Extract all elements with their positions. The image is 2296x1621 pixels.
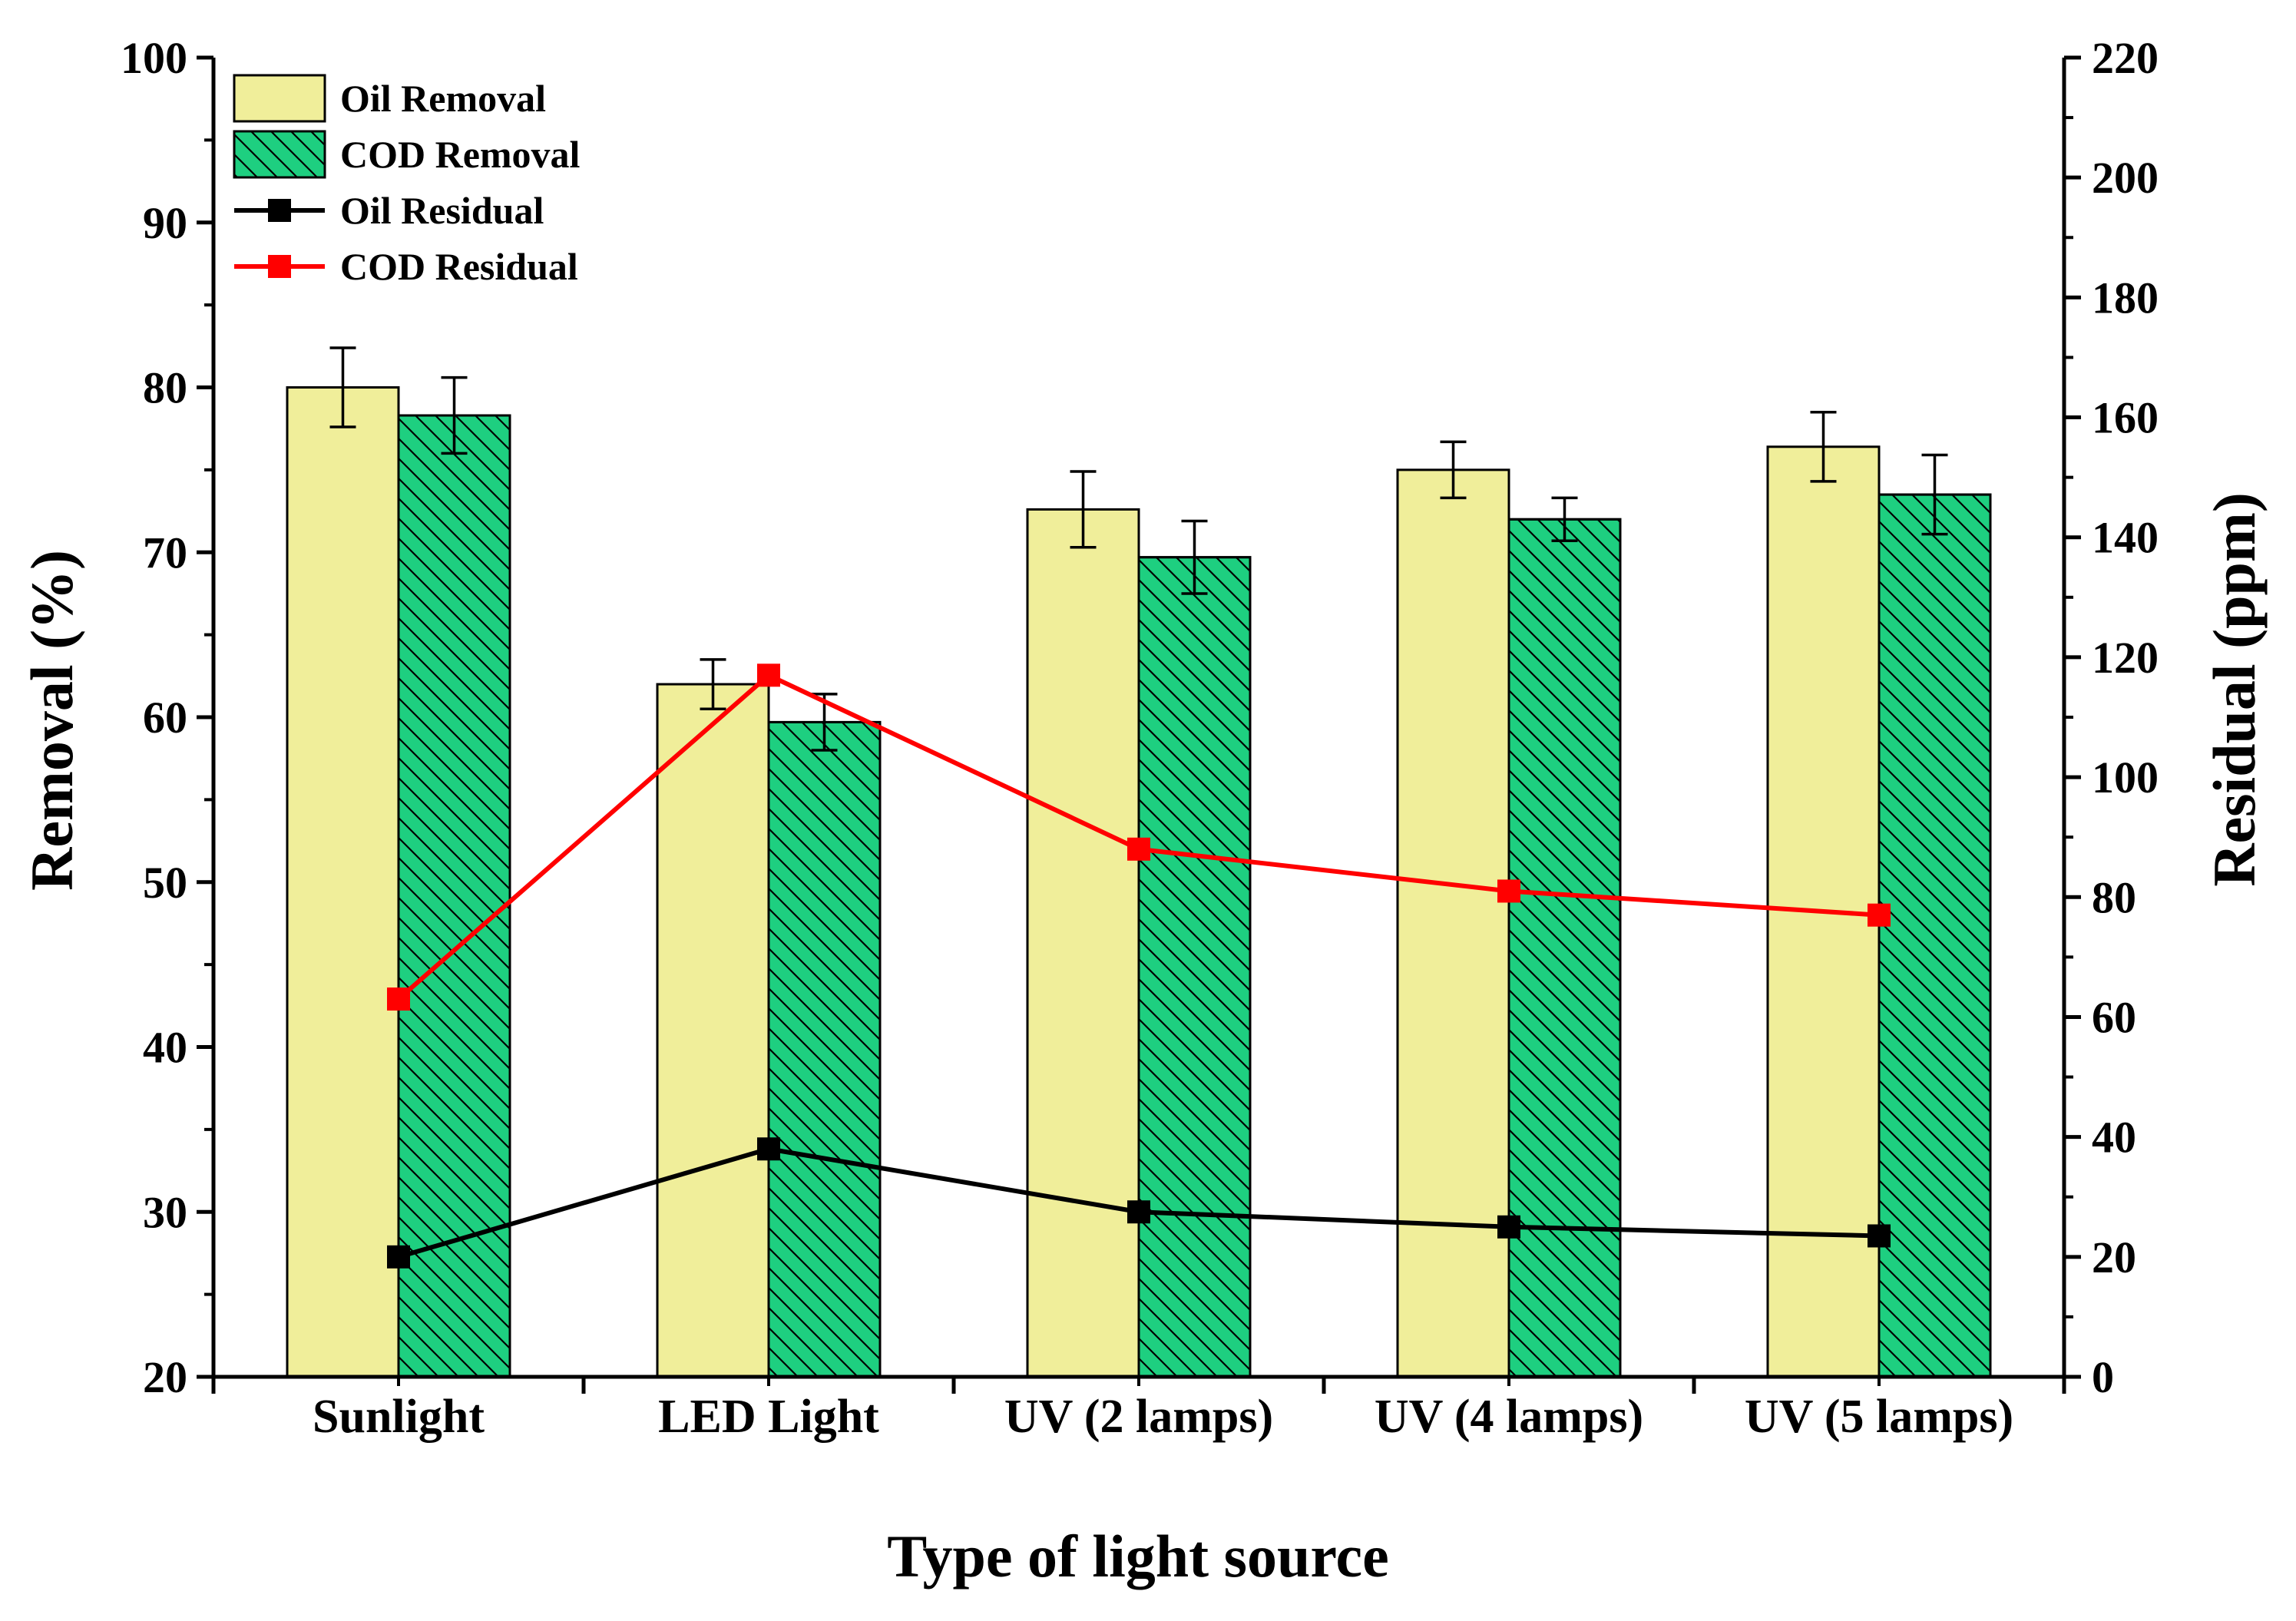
- bar: [1026, 508, 1140, 1378]
- line-marker: [387, 1245, 410, 1269]
- y2-tick-label: 140: [2092, 513, 2159, 563]
- line-marker: [1127, 837, 1150, 861]
- y-axis-title: Removal (%): [18, 550, 85, 891]
- bar-hatch: [397, 414, 511, 1378]
- y2-tick-label: 80: [2092, 872, 2136, 922]
- line-marker: [1868, 1224, 1891, 1248]
- legend-label: COD Removal: [340, 133, 581, 176]
- x-tick-label: UV (2 lamps): [1004, 1391, 1273, 1443]
- labels: Type of light source Removal (%) Residua…: [18, 492, 2268, 1590]
- x-axis-title: Type of light source: [887, 1523, 1389, 1590]
- y2-tick-label: 0: [2092, 1352, 2114, 1402]
- legend-label: COD Residual: [340, 245, 578, 288]
- line-marker: [1868, 903, 1891, 927]
- line-marker: [387, 987, 410, 1011]
- y2-tick-label: 100: [2092, 753, 2159, 802]
- y-tick-label: 100: [121, 33, 187, 83]
- legend: Oil Removal COD Removal Oil Residual COD Re…: [233, 74, 581, 288]
- line-marker: [1497, 879, 1520, 903]
- y2-tick-label: 180: [2092, 273, 2159, 323]
- plot-area: [286, 346, 1992, 1378]
- legend-label: Oil Removal: [340, 77, 546, 120]
- y2-tick-label: 200: [2092, 153, 2159, 203]
- x-tick-label: Sunlight: [313, 1391, 485, 1443]
- x-tick-label: UV (5 lamps): [1745, 1391, 2013, 1443]
- y2-tick-label: 220: [2092, 33, 2159, 83]
- y-tick-label: 30: [143, 1187, 187, 1237]
- bar: [286, 386, 400, 1378]
- line-marker: [757, 663, 780, 687]
- line-marker: [757, 1137, 780, 1161]
- y-tick-label: 90: [143, 198, 187, 248]
- bar-hatch: [767, 720, 882, 1378]
- y2-tick-label: 20: [2092, 1232, 2136, 1282]
- x-tick-label: UV (4 lamps): [1375, 1391, 1643, 1443]
- legend-label: Oil Residual: [340, 189, 544, 232]
- y2-tick-label: 120: [2092, 633, 2159, 683]
- y2-axis-title: Residual (ppm): [2201, 492, 2268, 887]
- y2-tick-label: 40: [2092, 1113, 2136, 1163]
- y-tick-label: 20: [143, 1352, 187, 1402]
- bar-hatch: [1877, 493, 1992, 1378]
- bar-hatch: [1507, 518, 1622, 1378]
- legend-swatch: [233, 74, 326, 123]
- y-tick-label: 80: [143, 363, 187, 413]
- legend-marker: [268, 255, 291, 278]
- bar: [656, 683, 770, 1378]
- line-marker: [1127, 1200, 1150, 1224]
- legend-swatch-hatch: [233, 130, 326, 179]
- y-tick-label: 60: [143, 693, 187, 743]
- y2-tick-label: 160: [2092, 393, 2159, 443]
- line-marker: [1497, 1215, 1520, 1239]
- bar-hatch: [1137, 556, 1252, 1378]
- y-tick-label: 40: [143, 1023, 187, 1073]
- y-tick-label: 50: [143, 858, 187, 908]
- legend-marker: [268, 199, 291, 222]
- axes: 20 30 40 50 60 70 80 90 100 0 20 40 60 80 100 120 140 160…: [121, 33, 2159, 1443]
- x-tick-label: LED Light: [658, 1391, 879, 1443]
- bar: [1396, 468, 1510, 1378]
- y2-tick-label: 60: [2092, 992, 2136, 1042]
- y-tick-label: 70: [143, 528, 187, 577]
